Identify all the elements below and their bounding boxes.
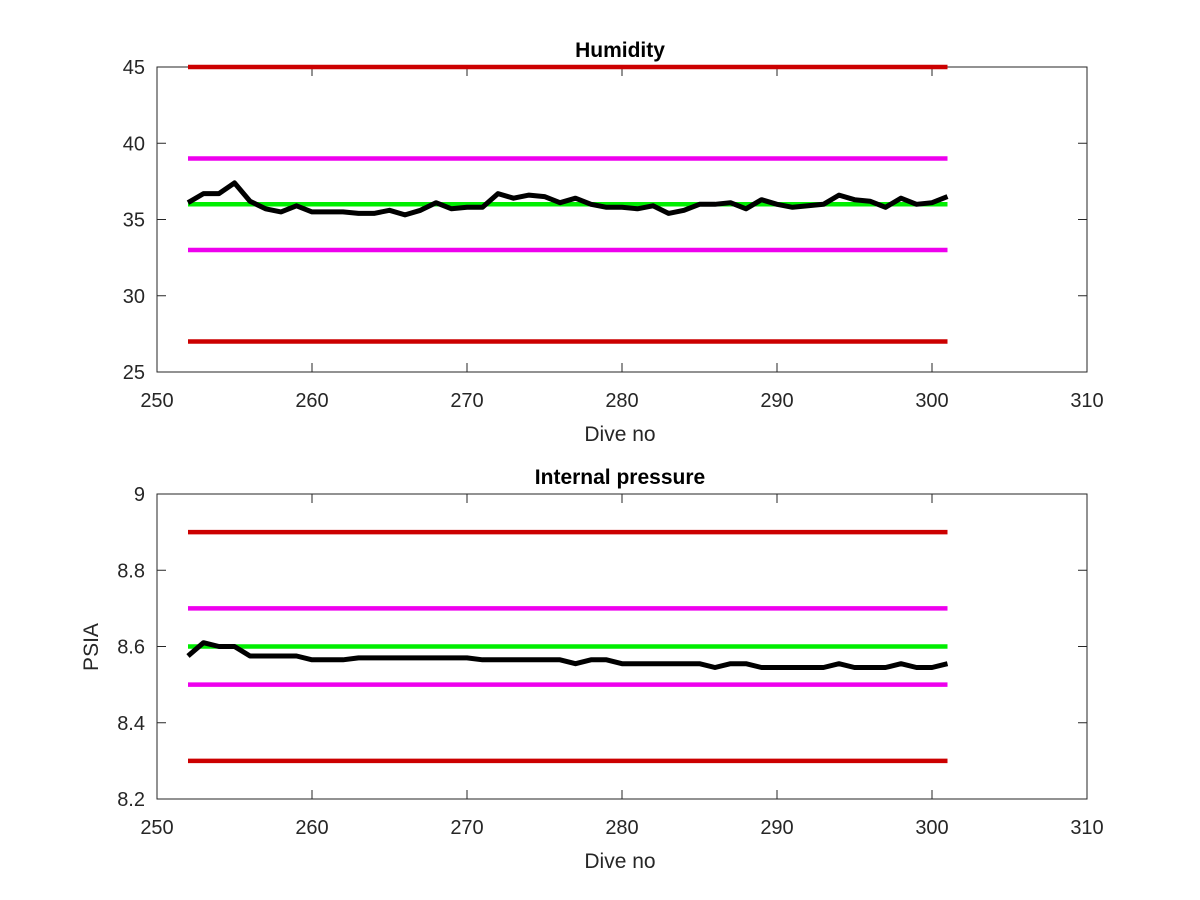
y-tick-label: 8.4 [117, 713, 145, 735]
y-axis-label: PSIA [80, 623, 103, 671]
x-tick-label: 310 [1070, 817, 1103, 839]
y-tick-label: 8.2 [117, 789, 145, 811]
x-tick-label: 250 [140, 817, 173, 839]
y-tick-label: 9 [134, 484, 145, 506]
y-tick-label: 40 [123, 133, 145, 155]
x-tick-label: 300 [915, 390, 948, 412]
chart-title: Internal pressure [535, 466, 705, 489]
x-tick-label: 270 [450, 817, 483, 839]
internal-pressure-chart: Internal pressure Dive no PSIA 250 260 270… [80, 466, 1104, 873]
x-tick-label: 280 [605, 817, 638, 839]
x-axis-label: Dive no [584, 850, 655, 873]
y-tick-label: 8.6 [117, 637, 145, 659]
x-tick-label: 260 [295, 390, 328, 412]
x-tick-label: 290 [760, 390, 793, 412]
x-tick-label: 300 [915, 817, 948, 839]
x-axis-label: Dive no [584, 423, 655, 446]
x-tick-label: 260 [295, 817, 328, 839]
y-tick-label: 35 [123, 210, 145, 232]
y-tick-label: 30 [123, 286, 145, 308]
x-tick-label: 250 [140, 390, 173, 412]
y-tick-label: 45 [123, 57, 145, 79]
y-tick-label: 25 [123, 362, 145, 384]
measured-series-line [186, 180, 949, 218]
axes-box [156, 66, 1088, 373]
y-tick-label: 8.8 [117, 560, 145, 582]
chart-title: Humidity [575, 39, 665, 62]
x-tick-label: 290 [760, 817, 793, 839]
x-tick-label: 280 [605, 390, 638, 412]
humidity-chart: Humidity Dive no 250 260 270 280 290 300 310 25… [123, 39, 1104, 446]
x-tick-label: 310 [1070, 390, 1103, 412]
x-tick-label: 270 [450, 390, 483, 412]
measured-series-line [186, 640, 949, 670]
